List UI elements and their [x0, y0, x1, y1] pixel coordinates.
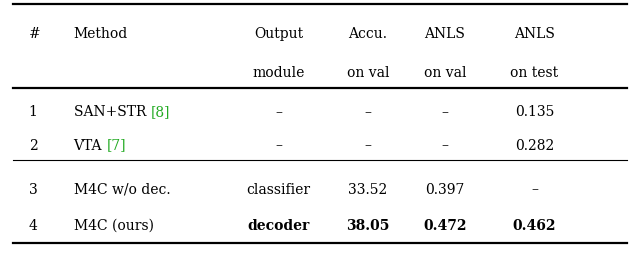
Text: on val: on val	[347, 66, 389, 80]
Text: –: –	[442, 105, 448, 119]
Text: SAN+STR: SAN+STR	[74, 105, 150, 119]
Text: 38.05: 38.05	[346, 219, 390, 233]
Text: 1: 1	[29, 105, 38, 119]
Text: 3: 3	[29, 183, 38, 197]
Text: #: #	[29, 27, 40, 41]
Text: 0.397: 0.397	[425, 183, 465, 197]
Text: Method: Method	[74, 27, 128, 41]
Text: [8]: [8]	[150, 105, 170, 119]
Text: 33.52: 33.52	[348, 183, 388, 197]
Text: –: –	[442, 139, 448, 153]
Text: –: –	[531, 183, 538, 197]
Text: VTA: VTA	[74, 139, 106, 153]
Text: decoder: decoder	[247, 219, 310, 233]
Text: on test: on test	[510, 66, 559, 80]
Text: Accu.: Accu.	[349, 27, 387, 41]
Text: –: –	[275, 139, 282, 153]
Text: classifier: classifier	[246, 183, 310, 197]
Text: –: –	[365, 139, 371, 153]
Text: module: module	[252, 66, 305, 80]
Text: 0.282: 0.282	[515, 139, 554, 153]
Text: 0.135: 0.135	[515, 105, 554, 119]
Text: M4C w/o dec.: M4C w/o dec.	[74, 183, 170, 197]
Text: 2: 2	[29, 139, 38, 153]
Text: 0.462: 0.462	[513, 219, 556, 233]
Text: Output: Output	[254, 27, 303, 41]
Text: M4C (ours): M4C (ours)	[74, 219, 154, 233]
Text: ANLS: ANLS	[514, 27, 555, 41]
Text: 4: 4	[29, 219, 38, 233]
Text: –: –	[365, 105, 371, 119]
Text: on val: on val	[424, 66, 466, 80]
Text: 0.472: 0.472	[423, 219, 467, 233]
Text: [7]: [7]	[106, 139, 126, 153]
Text: –: –	[275, 105, 282, 119]
Text: ANLS: ANLS	[424, 27, 465, 41]
